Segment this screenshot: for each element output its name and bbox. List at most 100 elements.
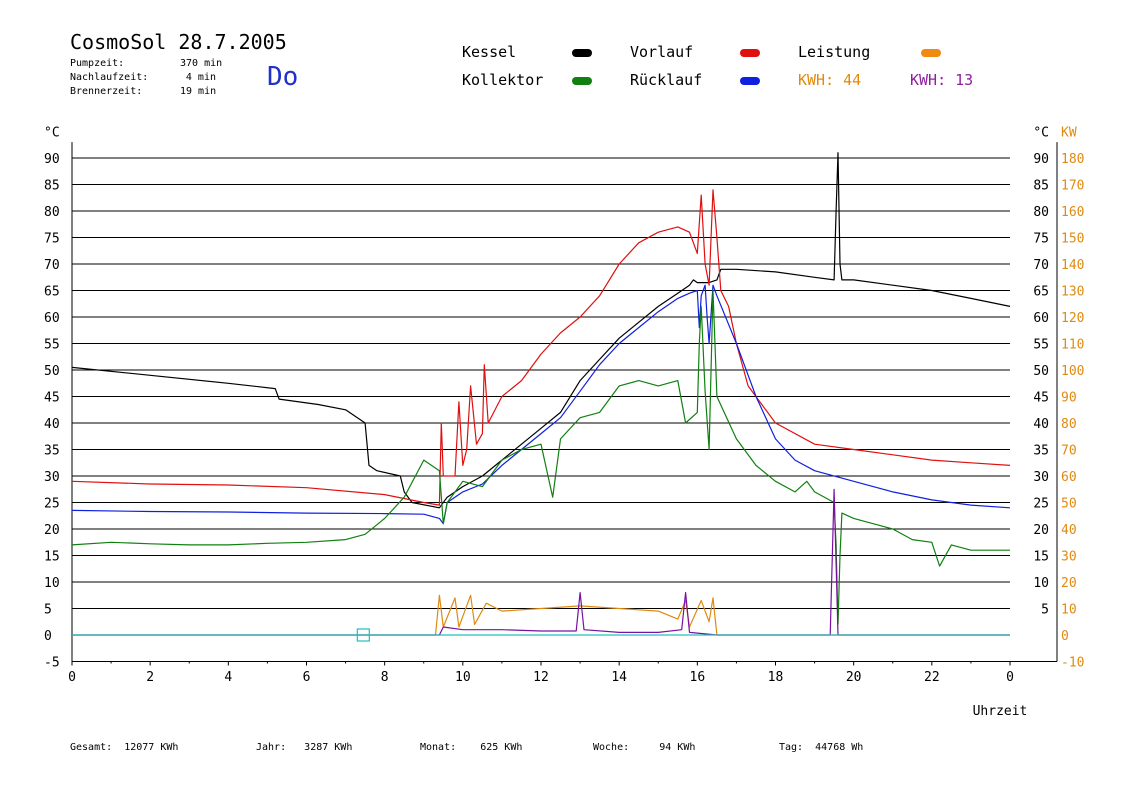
- tag-label: Tag:: [779, 742, 804, 753]
- legend-leistung-label: Leistung: [798, 43, 871, 61]
- y-right-tick-label: 60: [1033, 311, 1049, 326]
- total-gesamt: Gesamt: 12077 KWh: [70, 742, 178, 753]
- x-tick-label: 10: [455, 670, 471, 685]
- x-tick-label: 4: [224, 670, 232, 685]
- legend-vorlauf-label: Vorlauf: [630, 43, 694, 61]
- series-line-kollektor: [71, 289, 1010, 625]
- nachlauf-label: Nachlaufzeit:: [70, 72, 149, 83]
- series-line-kwh-13: [72, 488, 1010, 636]
- y-right-tick-label: 45: [1033, 391, 1049, 406]
- tag-value: 44768 Wh: [815, 742, 864, 753]
- run-times: Pumpzeit: 370 min Nachlaufzeit: 4 min Bren…: [70, 57, 223, 99]
- monat-label: Monat:: [420, 742, 457, 753]
- y-tick-label: 25: [44, 497, 60, 512]
- y-right-tick-label: 80: [1033, 205, 1049, 220]
- y2-tick-label: 120: [1061, 311, 1084, 326]
- woche-label: Woche:: [593, 742, 630, 753]
- y2-tick-label: 130: [1061, 285, 1084, 300]
- y2-tick-label: -10: [1061, 656, 1084, 671]
- x-tick-label: 12: [533, 670, 549, 685]
- y2-tick-label: 30: [1061, 550, 1077, 565]
- y2-tick-label: 0: [1061, 629, 1069, 644]
- x-tick-label: 22: [924, 670, 940, 685]
- y-right-tick-label: 5: [1041, 603, 1049, 618]
- woche-value: 94 KWh: [659, 742, 696, 753]
- x-tick-label: 8: [381, 670, 389, 685]
- x-tick-label: 16: [690, 670, 706, 685]
- y2-tick-label: 180: [1061, 152, 1084, 167]
- y-tick-label: 75: [44, 232, 60, 247]
- y-right-tick-label: 35: [1033, 444, 1049, 459]
- monat-value: 625 KWh: [480, 742, 523, 753]
- gesamt-label: Gesamt:: [70, 742, 113, 753]
- y2-tick-label: 70: [1061, 444, 1077, 459]
- series-line-r-cklauf: [71, 284, 1011, 525]
- y-tick-label: 20: [44, 523, 60, 538]
- y-right-tick-label: 55: [1033, 338, 1049, 353]
- x-tick-label: 2: [146, 670, 154, 685]
- x-tick-label: 6: [303, 670, 311, 685]
- total-tag: Tag: 44768 Wh: [779, 742, 863, 753]
- y-tick-label: 45: [44, 391, 60, 406]
- kwh-yield-1-label: KWH:: [798, 71, 835, 89]
- legend-ruecklauf-label: Rücklauf: [630, 71, 703, 89]
- y-tick-label: 15: [44, 550, 60, 565]
- y-right-tick-label: 20: [1033, 523, 1049, 538]
- y2-tick-label: 170: [1061, 179, 1084, 194]
- y-axis-label: °C: [44, 126, 60, 141]
- y-tick-label: 35: [44, 444, 60, 459]
- y2-tick-label: 110: [1061, 338, 1084, 353]
- y-tick-label: -5: [44, 656, 60, 671]
- y-right-tick-label: 40: [1033, 417, 1049, 432]
- series-line-kessel: [71, 152, 1011, 509]
- legend-ruecklauf-swatch: [740, 77, 760, 85]
- x-axis-label: Uhrzeit: [973, 704, 1028, 719]
- x-tick-label: 14: [611, 670, 627, 685]
- kwh-yield-2-value: 13: [955, 71, 974, 89]
- legend-kessel-label: Kessel: [462, 43, 517, 61]
- y-right-tick-label: 70: [1033, 258, 1049, 273]
- y-tick-label: 10: [44, 576, 60, 591]
- total-jahr: Jahr: 3287 KWh: [256, 742, 352, 753]
- y-tick-label: 5: [44, 603, 52, 618]
- pump-label: Pumpzeit:: [70, 58, 125, 69]
- y-tick-label: 55: [44, 338, 60, 353]
- y-tick-label: 0: [44, 629, 52, 644]
- kwh-yield-1: KWH: 44: [798, 71, 861, 89]
- gesamt-value: 12077 KWh: [124, 742, 179, 753]
- weekday: Do: [267, 62, 299, 92]
- y-right-tick-label: 75: [1033, 232, 1049, 247]
- y2-axis-label: KW: [1061, 126, 1077, 141]
- y-tick-label: 40: [44, 417, 60, 432]
- legend-kessel-swatch: [572, 49, 592, 57]
- kwh-yield-2-label: KWH:: [910, 71, 947, 89]
- y-tick-label: 30: [44, 470, 60, 485]
- y-right-tick-label: 90: [1033, 152, 1049, 167]
- legend-kollektor-label: Kollektor: [462, 71, 544, 89]
- y-tick-label: 90: [44, 152, 60, 167]
- y-right-tick-label: 50: [1033, 364, 1049, 379]
- y2-tick-label: 60: [1061, 470, 1077, 485]
- y-tick-label: 65: [44, 285, 60, 300]
- y2-tick-label: 140: [1061, 258, 1084, 273]
- legend-kollektor-swatch: [572, 77, 592, 85]
- y2-tick-label: 20: [1061, 576, 1077, 591]
- x-tick-label: 20: [846, 670, 862, 685]
- x-tick-label: 0: [68, 670, 76, 685]
- y2-tick-label: 160: [1061, 205, 1084, 220]
- y-tick-label: 60: [44, 311, 60, 326]
- pump-value: 370 min: [180, 58, 223, 69]
- kwh-yield-2: KWH: 13: [910, 71, 973, 89]
- y-right-tick-label: 25: [1033, 497, 1049, 512]
- series-line-vorlauf: [71, 189, 1011, 506]
- y-tick-label: 80: [44, 205, 60, 220]
- jahr-label: Jahr:: [256, 742, 287, 753]
- brenner-label: Brennerzeit:: [70, 86, 143, 97]
- x-tick-label: 18: [768, 670, 784, 685]
- y-tick-label: 70: [44, 258, 60, 273]
- kwh-yield-1-value: 44: [843, 71, 862, 89]
- y2-tick-label: 80: [1061, 417, 1077, 432]
- y-tick-label: 50: [44, 364, 60, 379]
- y2-tick-label: 100: [1061, 364, 1084, 379]
